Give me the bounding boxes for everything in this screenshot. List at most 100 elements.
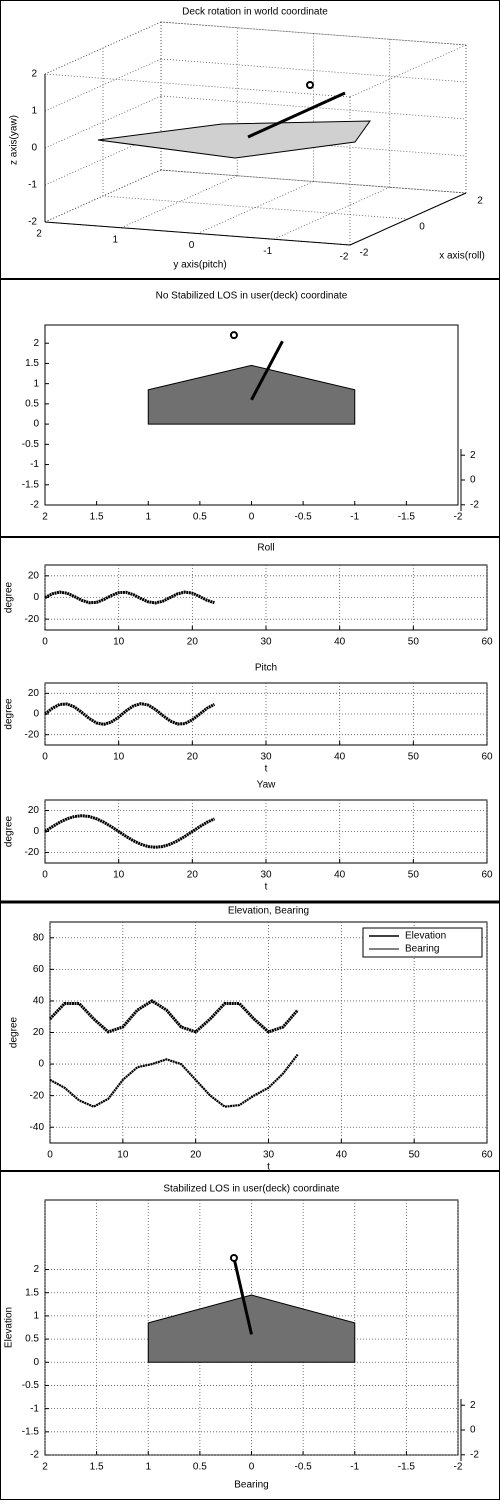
x-tick-label: 50	[409, 1150, 421, 1161]
y-tick-label: -0.5	[22, 1380, 40, 1391]
grid-line	[197, 181, 314, 234]
y-axis-label: y axis(pitch)	[173, 260, 226, 271]
x-tick-label: -1.5	[398, 512, 416, 523]
legend-label: Bearing	[405, 944, 439, 955]
los-line	[247, 91, 346, 139]
x-tick-label: -2	[360, 248, 369, 259]
x-tick-label: 40	[336, 1150, 348, 1161]
x-tick-label: 0	[42, 752, 48, 763]
x-tick-label: 20	[187, 870, 199, 881]
y-axis	[44, 221, 351, 246]
z-tick-label: -1	[28, 180, 37, 191]
x-tick-label: 2	[477, 196, 483, 207]
y-axis-label: degree	[4, 698, 15, 730]
y-tick-label: 0	[33, 419, 39, 430]
y-tick-label: -40	[30, 1122, 45, 1133]
y-tick-label: 0.5	[25, 1334, 39, 1345]
x-tick-label: -2	[454, 512, 463, 523]
y2-tick-label: 0	[470, 1425, 476, 1436]
y-tick-label: 60	[33, 964, 45, 975]
x-tick-label: 20	[190, 1150, 202, 1161]
y-tick-label: 40	[33, 996, 45, 1007]
y-tick-label: 1	[33, 1311, 39, 1322]
y-tick-label: 1.5	[25, 1287, 39, 1298]
y-tick-label: 0	[189, 240, 195, 251]
x-tick-label: 0.5	[193, 512, 207, 523]
y-tick-label: -0.5	[22, 439, 40, 450]
y-tick-label: -20	[30, 1090, 45, 1101]
y-tick-label: 0	[33, 709, 39, 720]
x-tick-label: 0	[42, 637, 48, 648]
y-tick-label: -20	[25, 614, 40, 625]
chart-title: Elevation, Bearing	[228, 906, 309, 917]
grid-line	[44, 21, 162, 75]
x-tick-label: 30	[260, 870, 272, 881]
x-tick-label: 1	[145, 512, 151, 523]
y-tick-label: -1.5	[22, 1426, 40, 1437]
y-axis-label: Elevation	[4, 1307, 15, 1348]
z-axis-label: z axis(yaw)	[9, 115, 20, 165]
y-tick-label: 0	[33, 1357, 39, 1368]
grid-line	[121, 175, 238, 229]
y-tick-label: -20	[25, 847, 40, 858]
x-tick-label: -1	[350, 512, 359, 523]
x-tick-label: 50	[408, 637, 420, 648]
x-tick-label: 0	[249, 1462, 255, 1473]
y2-tick-label: 2	[470, 450, 476, 461]
deck-3d	[97, 81, 371, 159]
y-tick-label: 0	[38, 1059, 44, 1070]
y-tick-label: -1.5	[22, 479, 40, 490]
x-tick-label: 0	[42, 870, 48, 881]
target	[306, 81, 314, 89]
x-tick-label: -0.5	[295, 512, 313, 523]
y2-tick-label: 0	[470, 475, 476, 486]
z-tick-label: 2	[31, 69, 37, 80]
x-axis-label: Bearing	[234, 1480, 268, 1491]
data-line	[44, 702, 216, 726]
y-tick-label: -2	[30, 500, 39, 511]
x-axis-label: x axis(roll)	[439, 251, 485, 262]
y-tick-label: 20	[28, 688, 40, 699]
y-tick-label: 80	[33, 932, 45, 943]
target	[229, 331, 238, 340]
x-tick-label: 40	[334, 870, 346, 881]
y-tick-label: 1.5	[25, 358, 39, 369]
y-tick-label: -1	[30, 459, 39, 470]
data-line	[49, 1053, 299, 1108]
grid-line	[44, 58, 162, 112]
x-axis-label: t	[265, 764, 268, 775]
x-tick-label: 30	[260, 637, 272, 648]
x-tick-label: -1	[350, 1462, 359, 1473]
y-tick-label: -2	[340, 252, 349, 263]
x-tick-label: 0.5	[193, 1462, 207, 1473]
x-tick-label: -0.5	[295, 1462, 313, 1473]
data-line	[44, 814, 216, 849]
x-tick-label: 10	[113, 637, 125, 648]
deck-polygon	[97, 120, 371, 159]
y-tick-label: 0	[33, 592, 39, 603]
legend-label: Elevation	[405, 931, 446, 942]
chart-title: No Stabilized LOS in user(deck) coordina…	[156, 291, 348, 302]
los-line	[250, 340, 284, 401]
y-axis-label: degree	[9, 1016, 20, 1048]
x-tick-label: 30	[260, 752, 272, 763]
x-tick-label: 40	[334, 637, 346, 648]
y-tick-label: 1	[112, 234, 118, 245]
x-tick-label: 20	[187, 637, 199, 648]
x-tick-label: 60	[481, 637, 493, 648]
y-tick-label: -2	[30, 1450, 39, 1461]
x-tick-label: 0	[47, 1150, 53, 1161]
z-tick-label: -2	[28, 217, 37, 228]
y-tick-label: -1	[263, 246, 272, 257]
y-tick-label: -20	[25, 729, 40, 740]
z-tick-label: 1	[31, 106, 37, 117]
x-tick-label: 2	[42, 512, 48, 523]
x-tick-label: 10	[117, 1150, 129, 1161]
y-tick-label: -1	[30, 1403, 39, 1414]
x-axis-label: t	[267, 1162, 270, 1173]
chart-title: Deck rotation in world coordinate	[182, 7, 328, 18]
grid-line	[44, 95, 162, 149]
y-tick-label: 1	[33, 378, 39, 389]
x-tick-label: 20	[187, 752, 199, 763]
